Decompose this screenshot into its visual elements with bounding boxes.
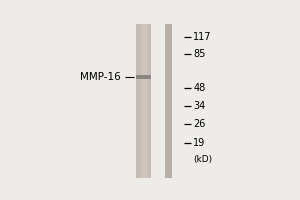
- Text: 85: 85: [193, 49, 206, 59]
- Text: (kD): (kD): [193, 155, 212, 164]
- Text: 26: 26: [193, 119, 206, 129]
- Text: 117: 117: [193, 32, 212, 42]
- Text: 34: 34: [193, 101, 206, 111]
- Bar: [136, 75, 151, 79]
- Text: 19: 19: [193, 138, 206, 148]
- Text: 48: 48: [193, 83, 206, 93]
- Bar: [136, 24, 151, 178]
- Bar: [141, 24, 148, 178]
- Bar: [165, 24, 172, 178]
- Text: MMP-16: MMP-16: [80, 72, 121, 82]
